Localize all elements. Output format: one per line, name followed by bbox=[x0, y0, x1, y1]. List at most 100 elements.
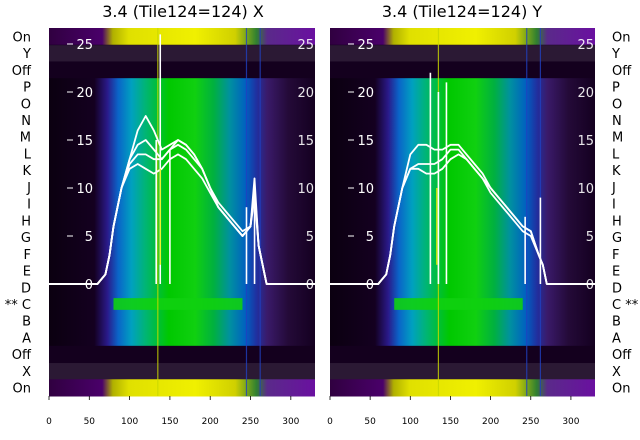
heatmap-row-p-3 bbox=[49, 78, 315, 96]
y-tick-label-edge: 10 bbox=[577, 182, 594, 197]
y-tick-label: 0 bbox=[85, 278, 93, 293]
y-tick-label-edge: 20 bbox=[297, 86, 314, 101]
row-label: X bbox=[22, 365, 31, 380]
row-label: Off bbox=[12, 348, 32, 363]
y-tick-label-edge: 5 bbox=[306, 230, 314, 245]
row-label: Off bbox=[612, 348, 632, 363]
row-label: K bbox=[22, 164, 31, 179]
heatmap-row-b-17 bbox=[49, 312, 315, 330]
heatmap-row-e-14 bbox=[330, 262, 595, 280]
heatmap-row-n-5 bbox=[49, 111, 315, 129]
row-label: P bbox=[23, 81, 31, 96]
x-tick-label: 0 bbox=[327, 417, 333, 427]
heatmap-row-on-21 bbox=[330, 379, 595, 397]
row-label: E bbox=[23, 265, 31, 280]
y-tick-label-edge: 20 bbox=[577, 86, 594, 101]
row-label: B bbox=[612, 315, 621, 330]
x-tick-label: 300 bbox=[562, 417, 579, 427]
left-panel: 3.4 (Tile124=124) X 0 50 100 150 200 250 300 0… bbox=[5, 2, 315, 427]
row-label: I bbox=[27, 198, 31, 213]
heatmap-row-y-1 bbox=[330, 44, 595, 62]
heatmap-row-k-8 bbox=[49, 161, 315, 180]
heatmap-row-i-10 bbox=[49, 195, 315, 213]
row-label: On bbox=[13, 30, 31, 45]
row-label: G bbox=[21, 231, 31, 246]
row-label: J bbox=[611, 181, 616, 196]
left-title: 3.4 (Tile124=124) X bbox=[102, 2, 264, 21]
row-label: D bbox=[21, 281, 31, 296]
heatmap-row-on-0 bbox=[330, 28, 595, 46]
heatmap-highlight-row bbox=[394, 298, 523, 310]
heatmap-row-e-14 bbox=[49, 262, 315, 280]
x-tick-label: 300 bbox=[282, 417, 299, 427]
heatmap-row-h-11 bbox=[49, 212, 315, 230]
y-tick-label-edge: 15 bbox=[577, 134, 594, 149]
y-tick-label: 10 bbox=[76, 182, 93, 197]
y-tick-label: 25 bbox=[357, 38, 374, 53]
heatmap-row-m-6 bbox=[49, 128, 315, 146]
heatmap-row-p-3 bbox=[330, 78, 595, 96]
y-tick-label-edge: 10 bbox=[297, 182, 314, 197]
y-tick-label: 20 bbox=[357, 86, 374, 101]
heatmap-row-o-4 bbox=[330, 94, 595, 113]
profile-line bbox=[49, 143, 315, 285]
y-tick-label: 0 bbox=[366, 278, 374, 293]
row-label: F bbox=[24, 248, 31, 263]
heatmap-row-on-0 bbox=[49, 28, 315, 46]
row-label: O bbox=[612, 97, 622, 112]
right-profile-lines bbox=[330, 72, 595, 285]
heatmap-row-i-10 bbox=[330, 195, 595, 213]
row-label: K bbox=[612, 164, 621, 179]
row-label: On bbox=[13, 382, 31, 397]
row-label: I bbox=[612, 198, 616, 213]
row-label: F bbox=[612, 248, 619, 263]
left-x-axis: 0 50 100 150 200 250 300 bbox=[46, 396, 300, 427]
y-tick-label-edge: 0 bbox=[306, 278, 314, 293]
row-label: On bbox=[612, 382, 630, 397]
y-tick-label-edge: 0 bbox=[586, 278, 594, 293]
y-tick-label-edge: 25 bbox=[577, 38, 594, 53]
heatmap-row-j-9 bbox=[330, 178, 595, 196]
row-label: N bbox=[21, 114, 31, 129]
row-label: J bbox=[26, 181, 31, 196]
x-tick-label: 250 bbox=[242, 417, 259, 427]
row-label: M bbox=[612, 131, 623, 146]
heatmap-row-l-7 bbox=[49, 145, 315, 163]
row-label: H bbox=[21, 214, 31, 229]
row-label: N bbox=[612, 114, 622, 129]
right-y-axis: 0 0 5 5 10 10 15 15 20 20 25 25 bbox=[348, 38, 594, 293]
heatmap-row-g-12 bbox=[49, 228, 315, 246]
right-title: 3.4 (Tile124=124) Y bbox=[382, 2, 543, 21]
heatmap-row-f-13 bbox=[330, 245, 595, 263]
x-tick-label: 100 bbox=[121, 417, 138, 427]
row-label: L bbox=[24, 147, 32, 162]
x-tick-label: 100 bbox=[402, 417, 419, 427]
heatmap-row-y-1 bbox=[49, 44, 315, 62]
heatmap-row-on-21 bbox=[49, 379, 315, 397]
heatmap-row-f-13 bbox=[49, 245, 315, 263]
right-x-axis: 0 50 100 150 200 250 300 bbox=[327, 396, 580, 427]
row-label: A bbox=[612, 331, 621, 346]
heatmap-row-off-2 bbox=[330, 61, 595, 79]
row-label: On bbox=[612, 30, 630, 45]
row-label: L bbox=[612, 147, 620, 162]
y-tick-label: 10 bbox=[357, 182, 374, 197]
row-label: E bbox=[612, 265, 620, 280]
profile-line bbox=[330, 153, 595, 285]
x-tick-label: 50 bbox=[84, 417, 96, 427]
row-label: Y bbox=[22, 47, 31, 62]
x-tick-label: 50 bbox=[364, 417, 376, 427]
right-panel: 3.4 (Tile124=124) Y 0 50 100 150 200 250 300 0… bbox=[327, 2, 639, 427]
row-label: A bbox=[22, 331, 31, 346]
heatmap-row-k-8 bbox=[330, 161, 595, 180]
row-label: X bbox=[612, 365, 621, 380]
heatmap-row-d-15 bbox=[49, 278, 315, 297]
row-label: O bbox=[21, 97, 31, 112]
heatmap-row-a-18 bbox=[330, 329, 595, 347]
row-label: H bbox=[612, 214, 622, 229]
heatmap-row-x-20 bbox=[49, 362, 315, 380]
heatmap-row-d-15 bbox=[330, 278, 595, 297]
y-tick-label: 5 bbox=[85, 230, 93, 245]
x-tick-label: 250 bbox=[522, 417, 539, 427]
